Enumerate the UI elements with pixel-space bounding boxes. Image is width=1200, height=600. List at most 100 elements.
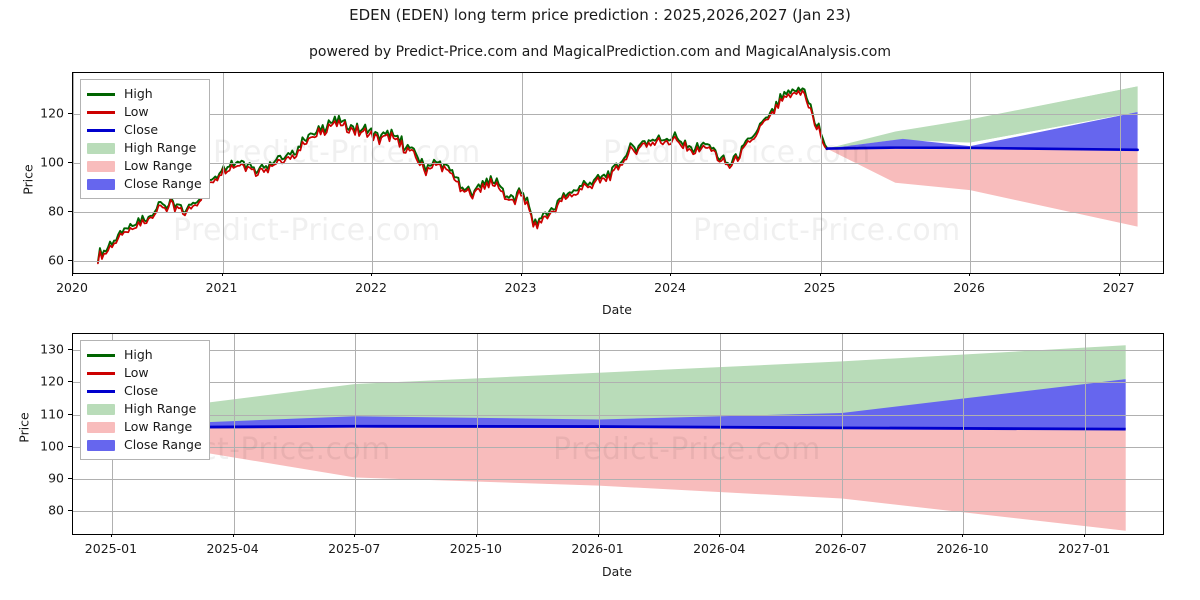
detail-legend-swatch-icon	[87, 371, 115, 375]
overview-legend-swatch-icon	[87, 128, 115, 132]
overview-gridline-v	[73, 73, 74, 273]
overview-legend-label: High Range	[124, 140, 197, 155]
overview-x-tick: 2023	[504, 280, 537, 295]
detail-gridline-v	[233, 334, 235, 534]
detail-legend-label: Close	[124, 383, 159, 398]
overview-y-tick: 60	[48, 252, 64, 268]
overview-gridline-h	[73, 260, 1163, 262]
overview-x-tick: 2024	[654, 280, 686, 295]
detail-x-tick-mark	[719, 533, 721, 537]
overview-y-tick: 80	[48, 203, 64, 219]
detail-x-tick: 2025-07	[328, 541, 381, 556]
detail-y-axis-label: Price	[16, 412, 32, 443]
overview-high-range-band-upper	[826, 86, 1138, 149]
detail-x-tick: 2025-04	[206, 541, 259, 556]
detail-y-tick: 100	[40, 438, 64, 454]
detail-legend-label: High	[124, 347, 153, 362]
overview-legend-label: High	[124, 86, 153, 101]
detail-x-tick: 2026-01	[571, 541, 624, 556]
detail-x-tick-mark	[597, 533, 599, 537]
overview-x-tick: 2020	[56, 280, 88, 295]
detail-y-tick-mark	[68, 381, 72, 383]
forecast-detail-panel: Price 80 90 100 110 120 130 2025-01 2025-04 202…	[0, 320, 1200, 600]
detail-y-tick: 120	[40, 373, 64, 389]
overview-low-line	[97, 89, 828, 265]
detail-high-range-band	[111, 345, 1126, 428]
overview-high-line	[96, 86, 828, 263]
detail-y-tick-mark	[68, 445, 72, 447]
detail-legend-swatch-icon	[87, 353, 115, 357]
detail-legend-item-close: Close	[87, 382, 202, 400]
detail-legend-swatch-icon	[87, 421, 115, 433]
detail-gridline-v	[1085, 334, 1087, 534]
detail-legend-item-low: Low	[87, 364, 202, 382]
detail-gridline-h	[73, 479, 1163, 481]
overview-panel: Price 60 80 100 120 2020 2021 2022 2023 2024 202…	[21, 72, 1164, 317]
detail-x-tick-mark	[962, 533, 964, 537]
overview-legend-swatch-icon	[87, 110, 115, 114]
overview-legend-item-low-range: Low Range	[87, 157, 202, 175]
overview-x-tick-mark	[72, 272, 73, 276]
detail-legend-swatch-icon	[87, 439, 115, 451]
overview-x-tick: 2027	[1102, 280, 1135, 295]
overview-gridline-v	[820, 73, 822, 273]
detail-x-tick-mark	[840, 533, 842, 537]
overview-legend-swatch-icon	[87, 142, 115, 154]
detail-x-tick-mark	[475, 533, 477, 537]
detail-y-tick-mark	[68, 413, 72, 415]
detail-gridline-v	[720, 334, 722, 534]
detail-x-tick: 2025-10	[449, 541, 502, 556]
overview-legend-item-high: High	[87, 85, 202, 103]
detail-x-tick: 2025-01	[84, 541, 138, 556]
overview-x-tick-mark	[670, 272, 672, 276]
overview-legend-item-close-range: Close Range	[87, 175, 202, 193]
detail-legend-label: Close Range	[124, 437, 202, 452]
detail-gridline-h	[73, 350, 1163, 352]
detail-gridline-h	[73, 511, 1163, 513]
detail-gridline-v	[963, 334, 965, 534]
overview-gridline-v	[372, 73, 374, 273]
detail-x-tick: 2027-01	[1058, 541, 1111, 556]
overview-gridline-v	[1119, 73, 1121, 273]
overview-gridline-v	[970, 73, 972, 273]
overview-close-range-band	[826, 112, 1138, 150]
overview-gridline-h	[73, 163, 1163, 165]
overview-y-tick: 100	[40, 154, 64, 170]
overview-y-tick-mark	[68, 259, 72, 261]
overview-x-tick-mark	[221, 272, 223, 276]
detail-y-tick-mark	[68, 478, 72, 480]
overview-legend-label: Low	[124, 104, 149, 119]
overview-legend-item-low: Low	[87, 103, 202, 121]
detail-legend-label: Low	[124, 365, 149, 380]
detail-legend-swatch-icon	[87, 403, 115, 415]
overview-gridline-h	[73, 114, 1163, 116]
detail-gridline-v	[476, 334, 478, 534]
overview-legend-swatch-icon	[87, 178, 115, 190]
detail-gridline-h	[73, 446, 1163, 448]
overview-series-svg	[96, 86, 1139, 265]
overview-x-tick-mark	[371, 272, 373, 276]
detail-y-tick-mark	[68, 349, 72, 351]
detail-legend-item-close-range: Close Range	[87, 436, 202, 454]
detail-x-tick-mark	[354, 533, 356, 537]
detail-x-tick: 2026-07	[814, 541, 867, 556]
overview-y-tick-mark	[68, 162, 72, 164]
overview-low-range-band	[826, 147, 1138, 227]
overview-gridline-v	[521, 73, 523, 273]
detail-close-range-band	[111, 379, 1126, 430]
detail-x-tick: 2026-10	[936, 541, 989, 556]
overview-legend: High Low Close High Range Low Range Close Ran…	[80, 79, 210, 199]
detail-x-tick: 2026-04	[693, 541, 746, 556]
overview-plot-area: Predict-Price.com Predict-Price.com Pred…	[72, 72, 1164, 274]
detail-y-tick: 90	[48, 470, 64, 486]
overview-legend-item-high-range: High Range	[87, 139, 202, 157]
overview-x-tick-mark	[969, 272, 971, 276]
detail-gridline-h	[73, 382, 1163, 384]
overview-x-tick-mark	[520, 272, 522, 276]
overview-x-tick: 2025	[803, 280, 836, 295]
overview-x-tick-mark	[819, 272, 821, 276]
detail-x-tick-mark	[1084, 533, 1086, 537]
overview-legend-item-close: Close	[87, 121, 202, 139]
detail-y-tick: 80	[48, 502, 64, 518]
